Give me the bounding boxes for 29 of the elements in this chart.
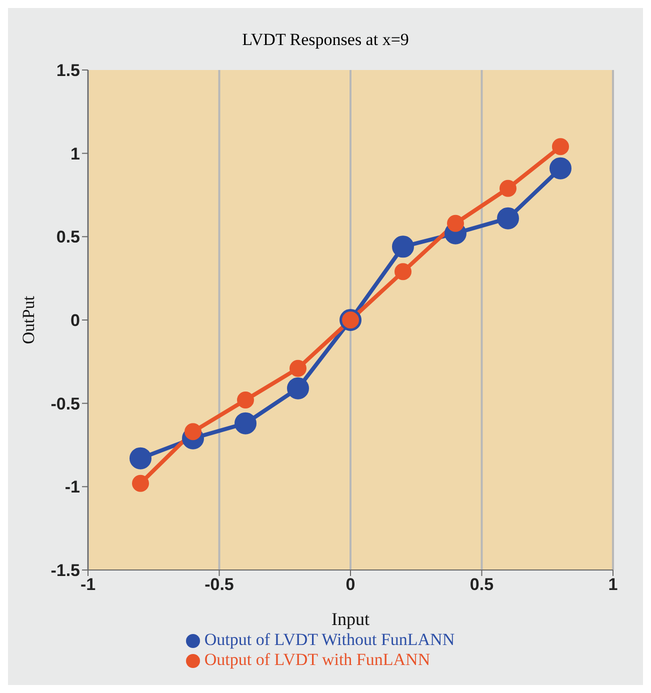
point: [500, 180, 516, 197]
y-tick-label: 1: [70, 144, 80, 164]
x-tick-label: 1: [608, 575, 618, 594]
y-tick-label: -1: [64, 478, 80, 497]
point: [497, 207, 519, 230]
legend-label: Output of LVDT with FunLANN: [204, 650, 430, 669]
point: [237, 392, 254, 408]
y-tick-label: 0: [70, 311, 80, 330]
point: [392, 236, 414, 258]
point: [287, 377, 309, 400]
x-tick-label: 0: [346, 575, 356, 594]
point: [234, 412, 256, 434]
y-tick-label: 1.5: [56, 61, 80, 80]
x-tick-label: -0.5: [204, 575, 234, 594]
point: [550, 157, 572, 180]
point: [447, 214, 464, 232]
chart-title: LVDT Responses at x=9: [241, 29, 410, 51]
y-tick-label: -1.5: [50, 561, 80, 580]
y-tick-label: 0.5: [56, 228, 80, 247]
legend-label: Output of LVDT Without FunLANN: [204, 630, 455, 649]
x-tick-label: 0.5: [470, 575, 494, 594]
point: [394, 263, 412, 280]
y-tick-label: -0.5: [50, 394, 80, 414]
point: [552, 138, 569, 156]
point: [132, 474, 149, 492]
point: [290, 360, 306, 377]
point: [130, 447, 152, 470]
y-axis-title: OutPut: [19, 296, 38, 344]
x-axis-title: Input: [332, 609, 370, 629]
